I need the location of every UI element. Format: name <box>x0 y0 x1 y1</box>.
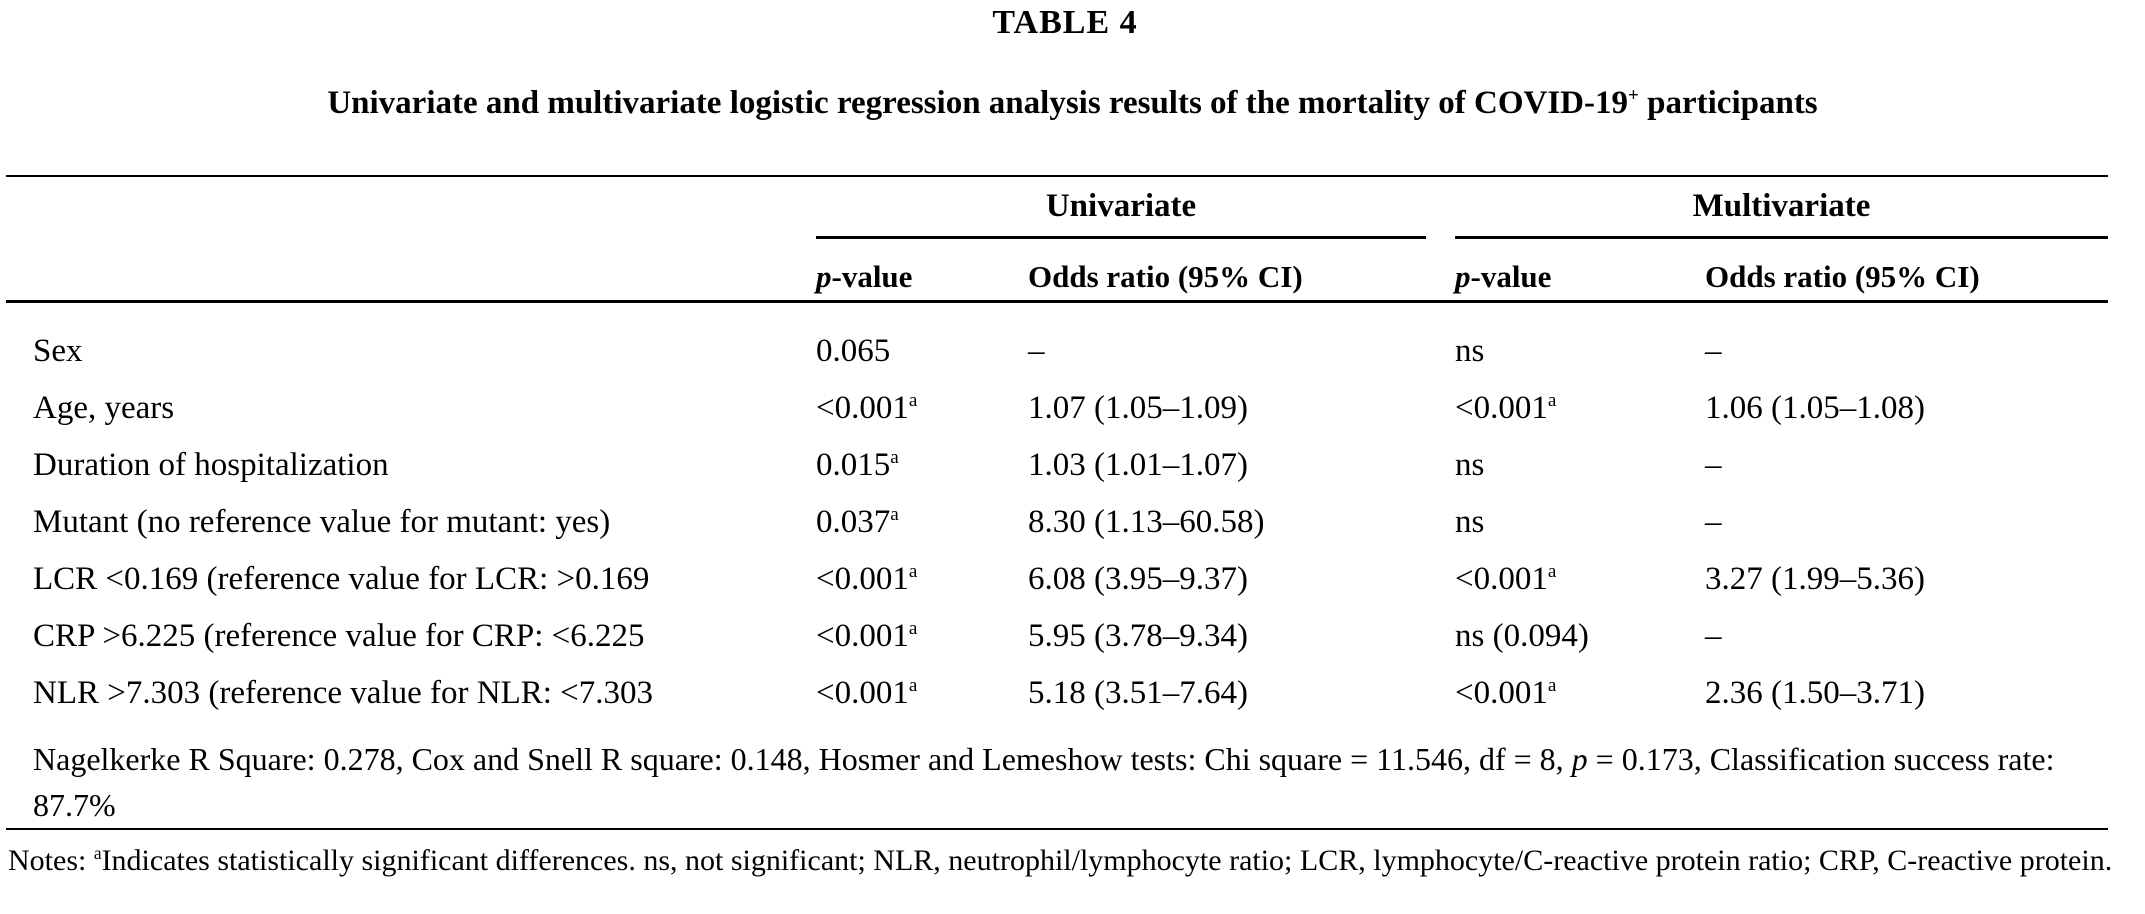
row-label: Mutant (no reference value for mutant: y… <box>33 504 611 540</box>
table-caption: Univariate and multivariate logistic reg… <box>0 85 2145 122</box>
column-header-multi-p-value: p -value <box>1455 258 1552 294</box>
notes-body: Indicates statistically significant diff… <box>101 844 2113 877</box>
multi-p-cell: <0.001a <box>1455 561 1557 597</box>
sig-superscript: a <box>890 504 899 525</box>
multi-p-cell: ns <box>1455 333 1485 369</box>
multi-or-cell: 2.36 (1.50–3.71) <box>1705 675 1925 711</box>
row-label: NLR >7.303 (reference value for NLR: <7.… <box>33 675 654 711</box>
model-summary-text: Nagelkerke R Square: 0.278, Cox and Snel… <box>33 741 1572 777</box>
uni-p-cell: <0.001a <box>816 390 918 426</box>
sig-superscript: a <box>908 561 918 582</box>
table-row-lcr: LCR <0.169 (reference value for LCR: >0.… <box>6 551 2108 608</box>
sig-superscript: a <box>890 447 899 468</box>
uni-or-cell: 1.07 (1.05–1.09) <box>1028 390 1248 426</box>
caption-superscript-plus: + <box>1627 85 1639 106</box>
caption-text-after: participants <box>1638 85 1818 121</box>
multi-or-cell: – <box>1705 447 1722 483</box>
multi-or-cell: 3.27 (1.99–5.36) <box>1705 561 1925 597</box>
caption-text: Univariate and multivariate logistic reg… <box>327 85 1628 121</box>
multi-p-cell: <0.001a <box>1455 390 1557 426</box>
row-label: CRP >6.225 (reference value for CRP: <6.… <box>33 618 645 654</box>
multi-p-cell: ns <box>1455 447 1485 483</box>
multi-p-cell: <0.001a <box>1455 675 1557 711</box>
uni-or-cell: – <box>1028 333 1045 369</box>
p-italic: p <box>1571 741 1588 777</box>
multi-or-cell: 1.06 (1.05–1.08) <box>1705 390 1925 426</box>
sig-superscript: a <box>908 618 918 639</box>
multi-or-cell: – <box>1705 504 1722 540</box>
row-label: Sex <box>33 333 83 369</box>
uni-or-cell: 5.18 (3.51–7.64) <box>1028 675 1248 711</box>
uni-p-cell: 0.065 <box>816 333 891 369</box>
sig-superscript: a <box>908 390 918 411</box>
group-header-spacer <box>6 177 816 239</box>
table-row-crp: CRP >6.225 (reference value for CRP: <6.… <box>6 608 2108 665</box>
model-summary-row: Nagelkerke R Square: 0.278, Cox and Snel… <box>6 722 2108 830</box>
sig-superscript: a <box>1547 675 1557 696</box>
uni-p-cell: <0.001a <box>816 561 918 597</box>
column-header-spacer <box>6 239 816 300</box>
notes-prefix: Notes: <box>8 844 94 877</box>
p-italic: p <box>816 258 832 294</box>
table-group-header-row: Univariate Multivariate <box>6 177 2108 239</box>
uni-or-cell: 6.08 (3.95–9.37) <box>1028 561 1248 597</box>
table-row-nlr: NLR >7.303 (reference value for NLR: <7.… <box>6 665 2108 722</box>
regression-results-table: Univariate Multivariate p -value Odds rat… <box>6 175 2108 830</box>
table-body: Sex 0.065 – ns – Age, years <0.001a 1.07… <box>6 303 2108 722</box>
group-header-multivariate: Multivariate <box>1455 177 2108 239</box>
uni-p-cell: 0.037a <box>816 504 899 540</box>
uni-or-cell: 1.03 (1.01–1.07) <box>1028 447 1248 483</box>
uni-or-cell: 8.30 (1.13–60.58) <box>1028 504 1265 540</box>
multi-or-cell: – <box>1705 333 1722 369</box>
column-header-uni-odds-ratio: Odds ratio (95% CI) <box>1028 258 1303 294</box>
table-row-duration: Duration of hospitalization 0.015a 1.03 … <box>6 437 2108 494</box>
sig-superscript: a <box>908 675 918 696</box>
group-header-univariate: Univariate <box>816 177 1426 239</box>
row-label: Duration of hospitalization <box>33 447 389 483</box>
sig-superscript: a <box>1547 390 1557 411</box>
multi-or-cell: – <box>1705 618 1722 654</box>
table-column-header-row: p -value Odds ratio (95% CI) p -value Odds… <box>6 239 2108 303</box>
uni-or-cell: 5.95 (3.78–9.34) <box>1028 618 1248 654</box>
multi-p-cell: ns (0.094) <box>1455 618 1589 654</box>
uni-p-cell: 0.015a <box>816 447 899 483</box>
table-row-mutant: Mutant (no reference value for mutant: y… <box>6 494 2108 551</box>
table-number-heading: TABLE 4 <box>992 4 1138 41</box>
multi-p-cell: ns <box>1455 504 1485 540</box>
notes-superscript-a: a <box>93 843 102 863</box>
uni-p-cell: <0.001a <box>816 618 918 654</box>
row-label: LCR <0.169 (reference value for LCR: >0.… <box>33 561 650 597</box>
column-header-multi-odds-ratio: Odds ratio (95% CI) <box>1705 258 1980 294</box>
table-row-age: Age, years <0.001a 1.07 (1.05–1.09) <0.0… <box>6 380 2108 437</box>
row-label: Age, years <box>33 390 175 426</box>
table-notes: Notes: aIndicates statistically signific… <box>8 840 2140 881</box>
sig-superscript: a <box>1547 561 1557 582</box>
table-row-sex: Sex 0.065 – ns – <box>6 323 2108 380</box>
model-summary-text-after: = 0.173, Classification success rate: 87… <box>33 741 2055 823</box>
p-italic: p <box>1455 258 1471 294</box>
column-header-uni-p-value: p -value <box>816 258 913 294</box>
uni-p-cell: <0.001a <box>816 675 918 711</box>
